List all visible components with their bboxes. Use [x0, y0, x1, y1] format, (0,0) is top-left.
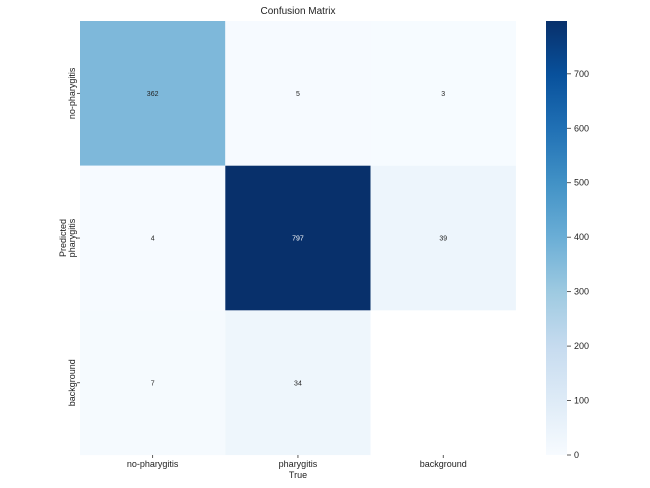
cell-value-label: 39: [439, 236, 447, 243]
heatmap-cell: [225, 310, 371, 456]
heatmap-cell: [370, 310, 516, 456]
y-axis-label: Predicted: [58, 219, 68, 257]
heatmap-cell: [225, 21, 371, 166]
y-tick-label: background: [67, 359, 77, 406]
x-tick-label: no-pharygitis: [127, 459, 179, 469]
x-tick-label: pharygitis: [279, 459, 318, 469]
cell-value-label: 5: [296, 91, 300, 98]
x-axis-label: True: [289, 470, 307, 480]
cell-value-label: 362: [147, 91, 159, 98]
heatmap-cell: [225, 165, 371, 311]
colorbar: [546, 21, 567, 455]
cell-value-label: 797: [292, 236, 304, 243]
x-tick-label: background: [420, 459, 467, 469]
colorbar-tick-label: 500: [574, 178, 589, 188]
heatmap-cell: [370, 165, 516, 311]
colorbar-tick-label: 200: [574, 341, 589, 351]
cell-value-label: 3: [441, 91, 445, 98]
y-tick-label: no-pharygitis: [67, 67, 77, 119]
heatmap-cell: [80, 21, 226, 166]
colorbar-tick-label: 0: [574, 450, 579, 460]
cell-value-label: 7: [151, 380, 155, 387]
cell-value-label: 34: [294, 380, 302, 387]
heatmap-cell: [370, 21, 516, 166]
cell-value-label: 4: [151, 236, 155, 243]
heatmap-cell: [80, 310, 226, 456]
y-tick-label: pharygitis: [67, 218, 77, 257]
colorbar-tick-label: 700: [574, 69, 589, 79]
chart-title: Confusion Matrix: [260, 6, 335, 17]
colorbar-tick-label: 300: [574, 287, 589, 297]
heatmap-cell: [80, 165, 226, 311]
colorbar-tick-label: 100: [574, 396, 589, 406]
colorbar-tick-label: 400: [574, 232, 589, 242]
colorbar-tick-label: 600: [574, 123, 589, 133]
